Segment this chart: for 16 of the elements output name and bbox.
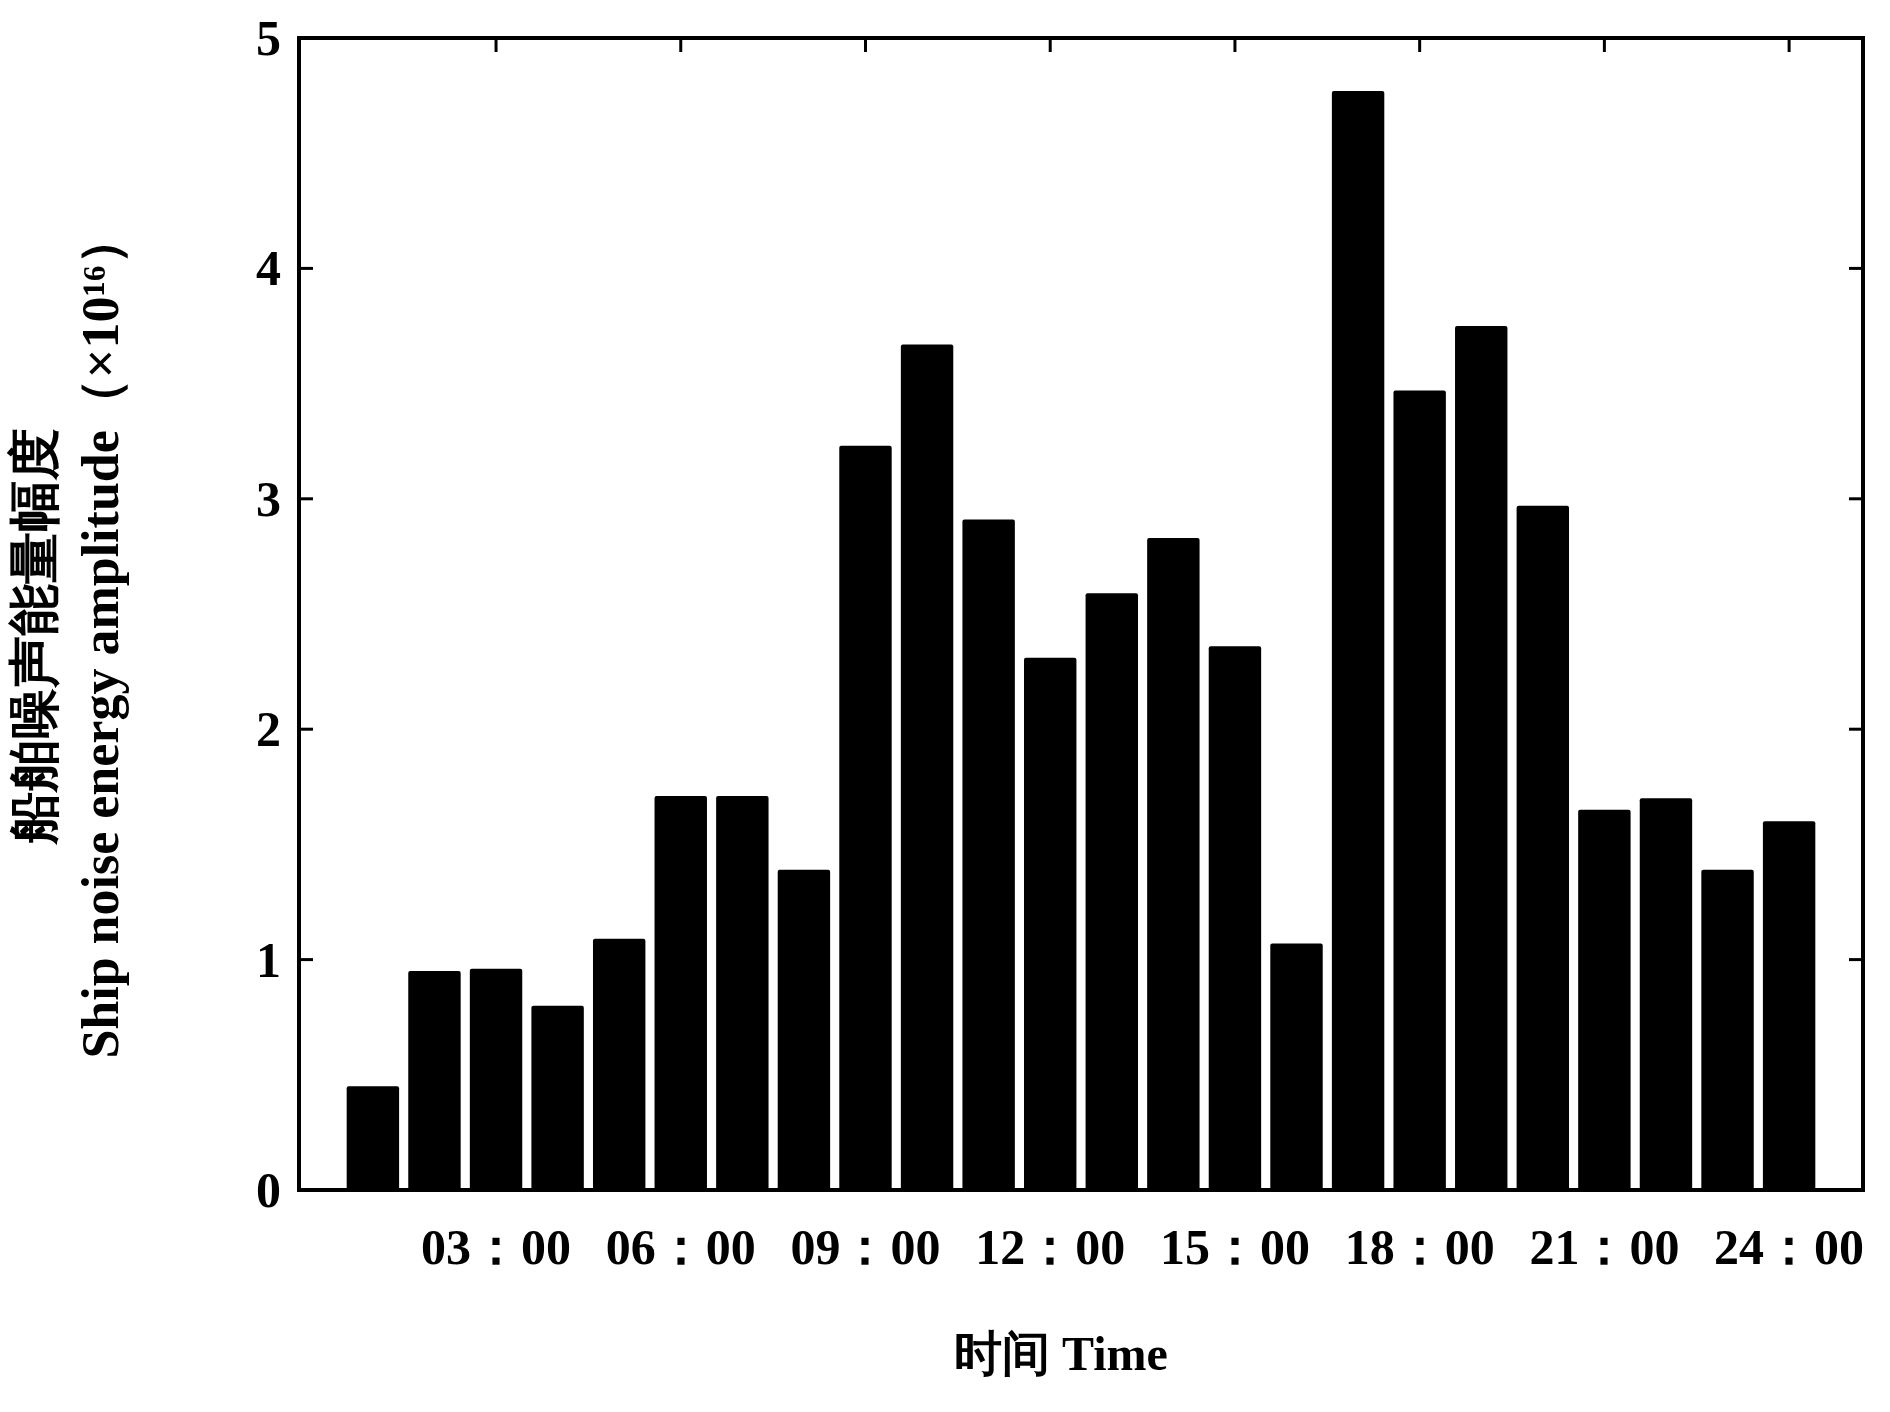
x-tick-label: 12：00 bbox=[975, 1219, 1126, 1275]
x-tick-label: 24：00 bbox=[1714, 1219, 1865, 1275]
y-tick-label: 2 bbox=[256, 701, 281, 758]
x-tick-label: 06：00 bbox=[605, 1219, 756, 1275]
x-tick-label: 03：00 bbox=[421, 1219, 572, 1275]
y-axis-title: 船舶噪声能量幅度 Ship noise energy amplitude（×10¹⁶） bbox=[5, 213, 129, 1059]
y-tick-label: 0 bbox=[256, 1162, 281, 1218]
x-axis-title: 时间 Time bbox=[954, 1327, 1168, 1380]
y-tick-label: 1 bbox=[256, 931, 281, 988]
x-tick-label: 15：00 bbox=[1159, 1219, 1310, 1275]
y-tick-label: 5 bbox=[256, 10, 281, 66]
x-tick-label: 09：00 bbox=[790, 1219, 941, 1275]
y-tick-label: 3 bbox=[256, 470, 281, 527]
x-tick-label: 18：00 bbox=[1344, 1219, 1495, 1275]
x-tick-label: 21：00 bbox=[1529, 1219, 1680, 1275]
y-tick-label: 4 bbox=[256, 240, 281, 297]
